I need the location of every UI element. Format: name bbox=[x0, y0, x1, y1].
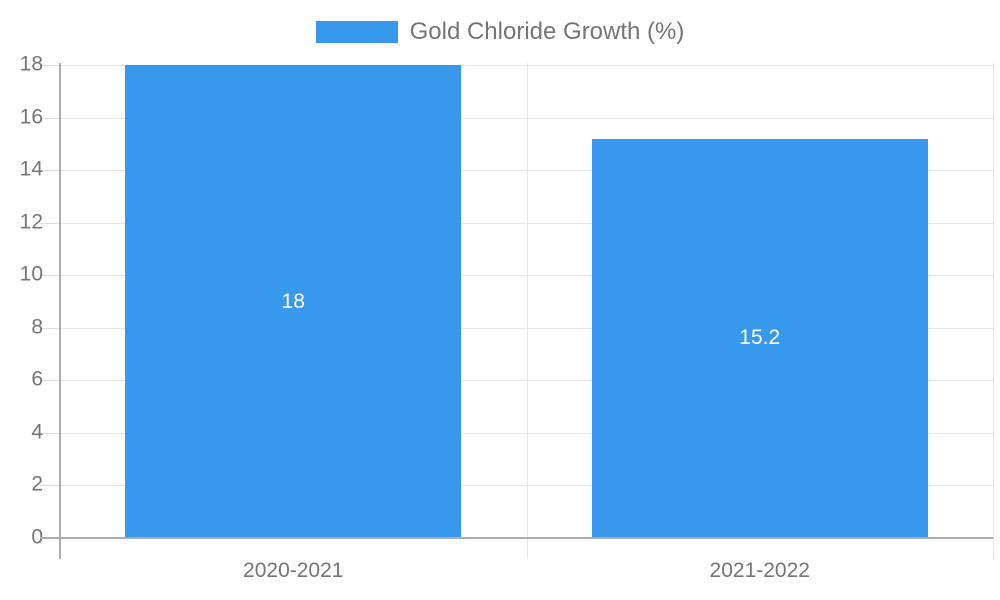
y-tick-label: 18 bbox=[19, 52, 43, 76]
y-tick-label: 12 bbox=[19, 210, 43, 234]
plot-right-gridline bbox=[993, 63, 994, 559]
y-tick-label: 14 bbox=[19, 157, 43, 181]
y-tick-label: 4 bbox=[31, 420, 43, 444]
x-axis-baseline bbox=[40, 537, 993, 539]
legend[interactable]: Gold Chloride Growth (%) bbox=[0, 19, 1000, 45]
y-tick-label: 6 bbox=[31, 367, 43, 391]
bar-value-label: 15.2 bbox=[739, 326, 781, 350]
legend-label: Gold Chloride Growth (%) bbox=[409, 18, 685, 45]
category-divider bbox=[526, 63, 528, 559]
y-tick-label: 10 bbox=[19, 262, 43, 286]
y-tick-label: 2 bbox=[31, 472, 43, 496]
y-tick-mark bbox=[40, 65, 60, 66]
y-tick-mark bbox=[40, 275, 60, 277]
y-tick-mark bbox=[40, 327, 60, 329]
y-tick-mark bbox=[40, 485, 60, 487]
bar[interactable]: 18 bbox=[125, 65, 462, 538]
legend-swatch bbox=[315, 21, 398, 43]
bar-value-label: 18 bbox=[281, 289, 305, 313]
x-axis-label: 2021-2022 bbox=[709, 559, 810, 582]
x-axis-label: 2020-2021 bbox=[243, 559, 344, 582]
y-tick-label: 0 bbox=[31, 525, 43, 549]
y-tick-mark bbox=[40, 380, 60, 382]
y-tick-mark bbox=[40, 222, 60, 224]
y-tick-mark bbox=[40, 117, 60, 119]
y-tick-mark bbox=[40, 432, 60, 434]
bar[interactable]: 15.2 bbox=[591, 138, 928, 538]
y-tick-label: 8 bbox=[31, 315, 43, 339]
y-tick-label: 16 bbox=[19, 105, 43, 129]
y-tick-mark bbox=[40, 170, 60, 172]
y-axis-line bbox=[59, 63, 61, 559]
